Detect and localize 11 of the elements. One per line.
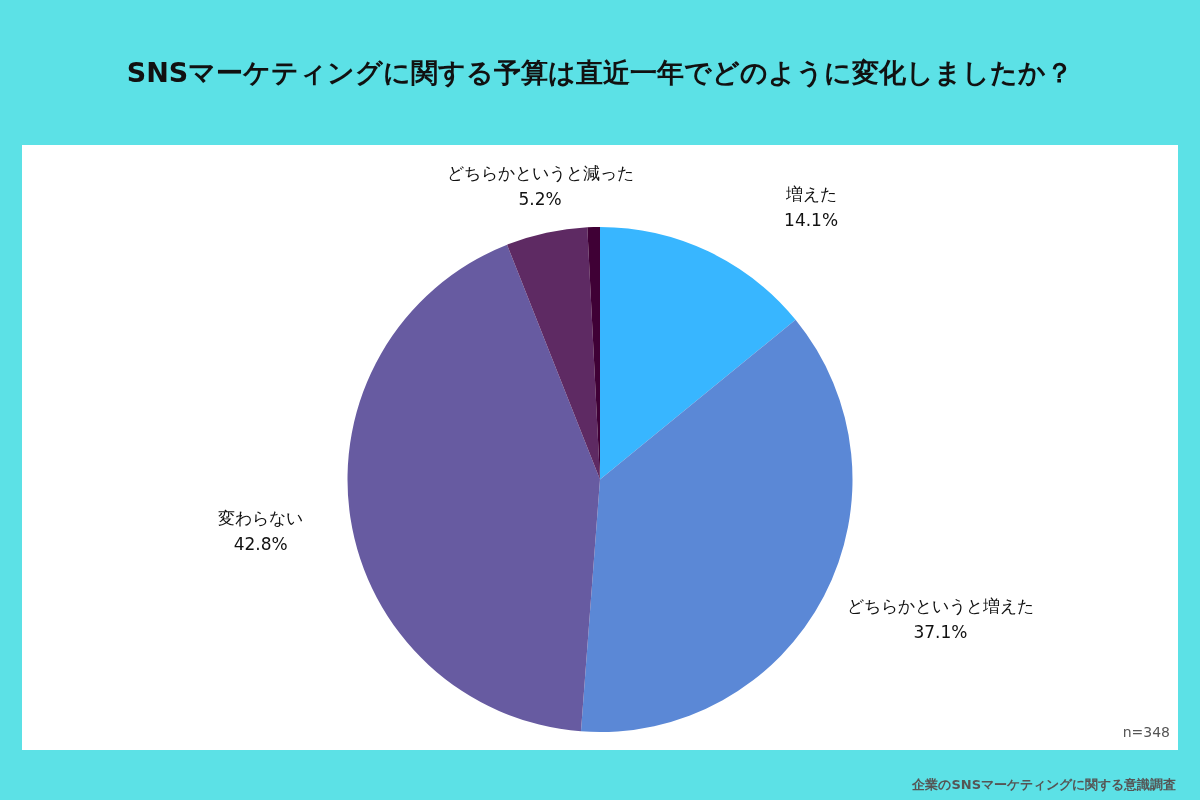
data-label: 5.2%	[518, 189, 562, 210]
slice-label: どちらかというと減った	[446, 163, 634, 184]
chart-title: SNSマーケティングに関する予算は直近一年でどのように変化しましたか？	[125, 56, 1075, 90]
text: 企業のSNSマーケティングに関する意識調査	[912, 776, 1176, 794]
slice-label: 変わらない	[218, 507, 304, 528]
data-label: 37.1%	[913, 622, 968, 643]
text: n=348	[1122, 724, 1170, 740]
slice-label: どちらかというと増えた	[846, 596, 1034, 617]
data-label: 42.8%	[233, 533, 288, 554]
data-label: 14.1%	[784, 210, 839, 231]
slice-label: 増えた	[784, 184, 837, 205]
